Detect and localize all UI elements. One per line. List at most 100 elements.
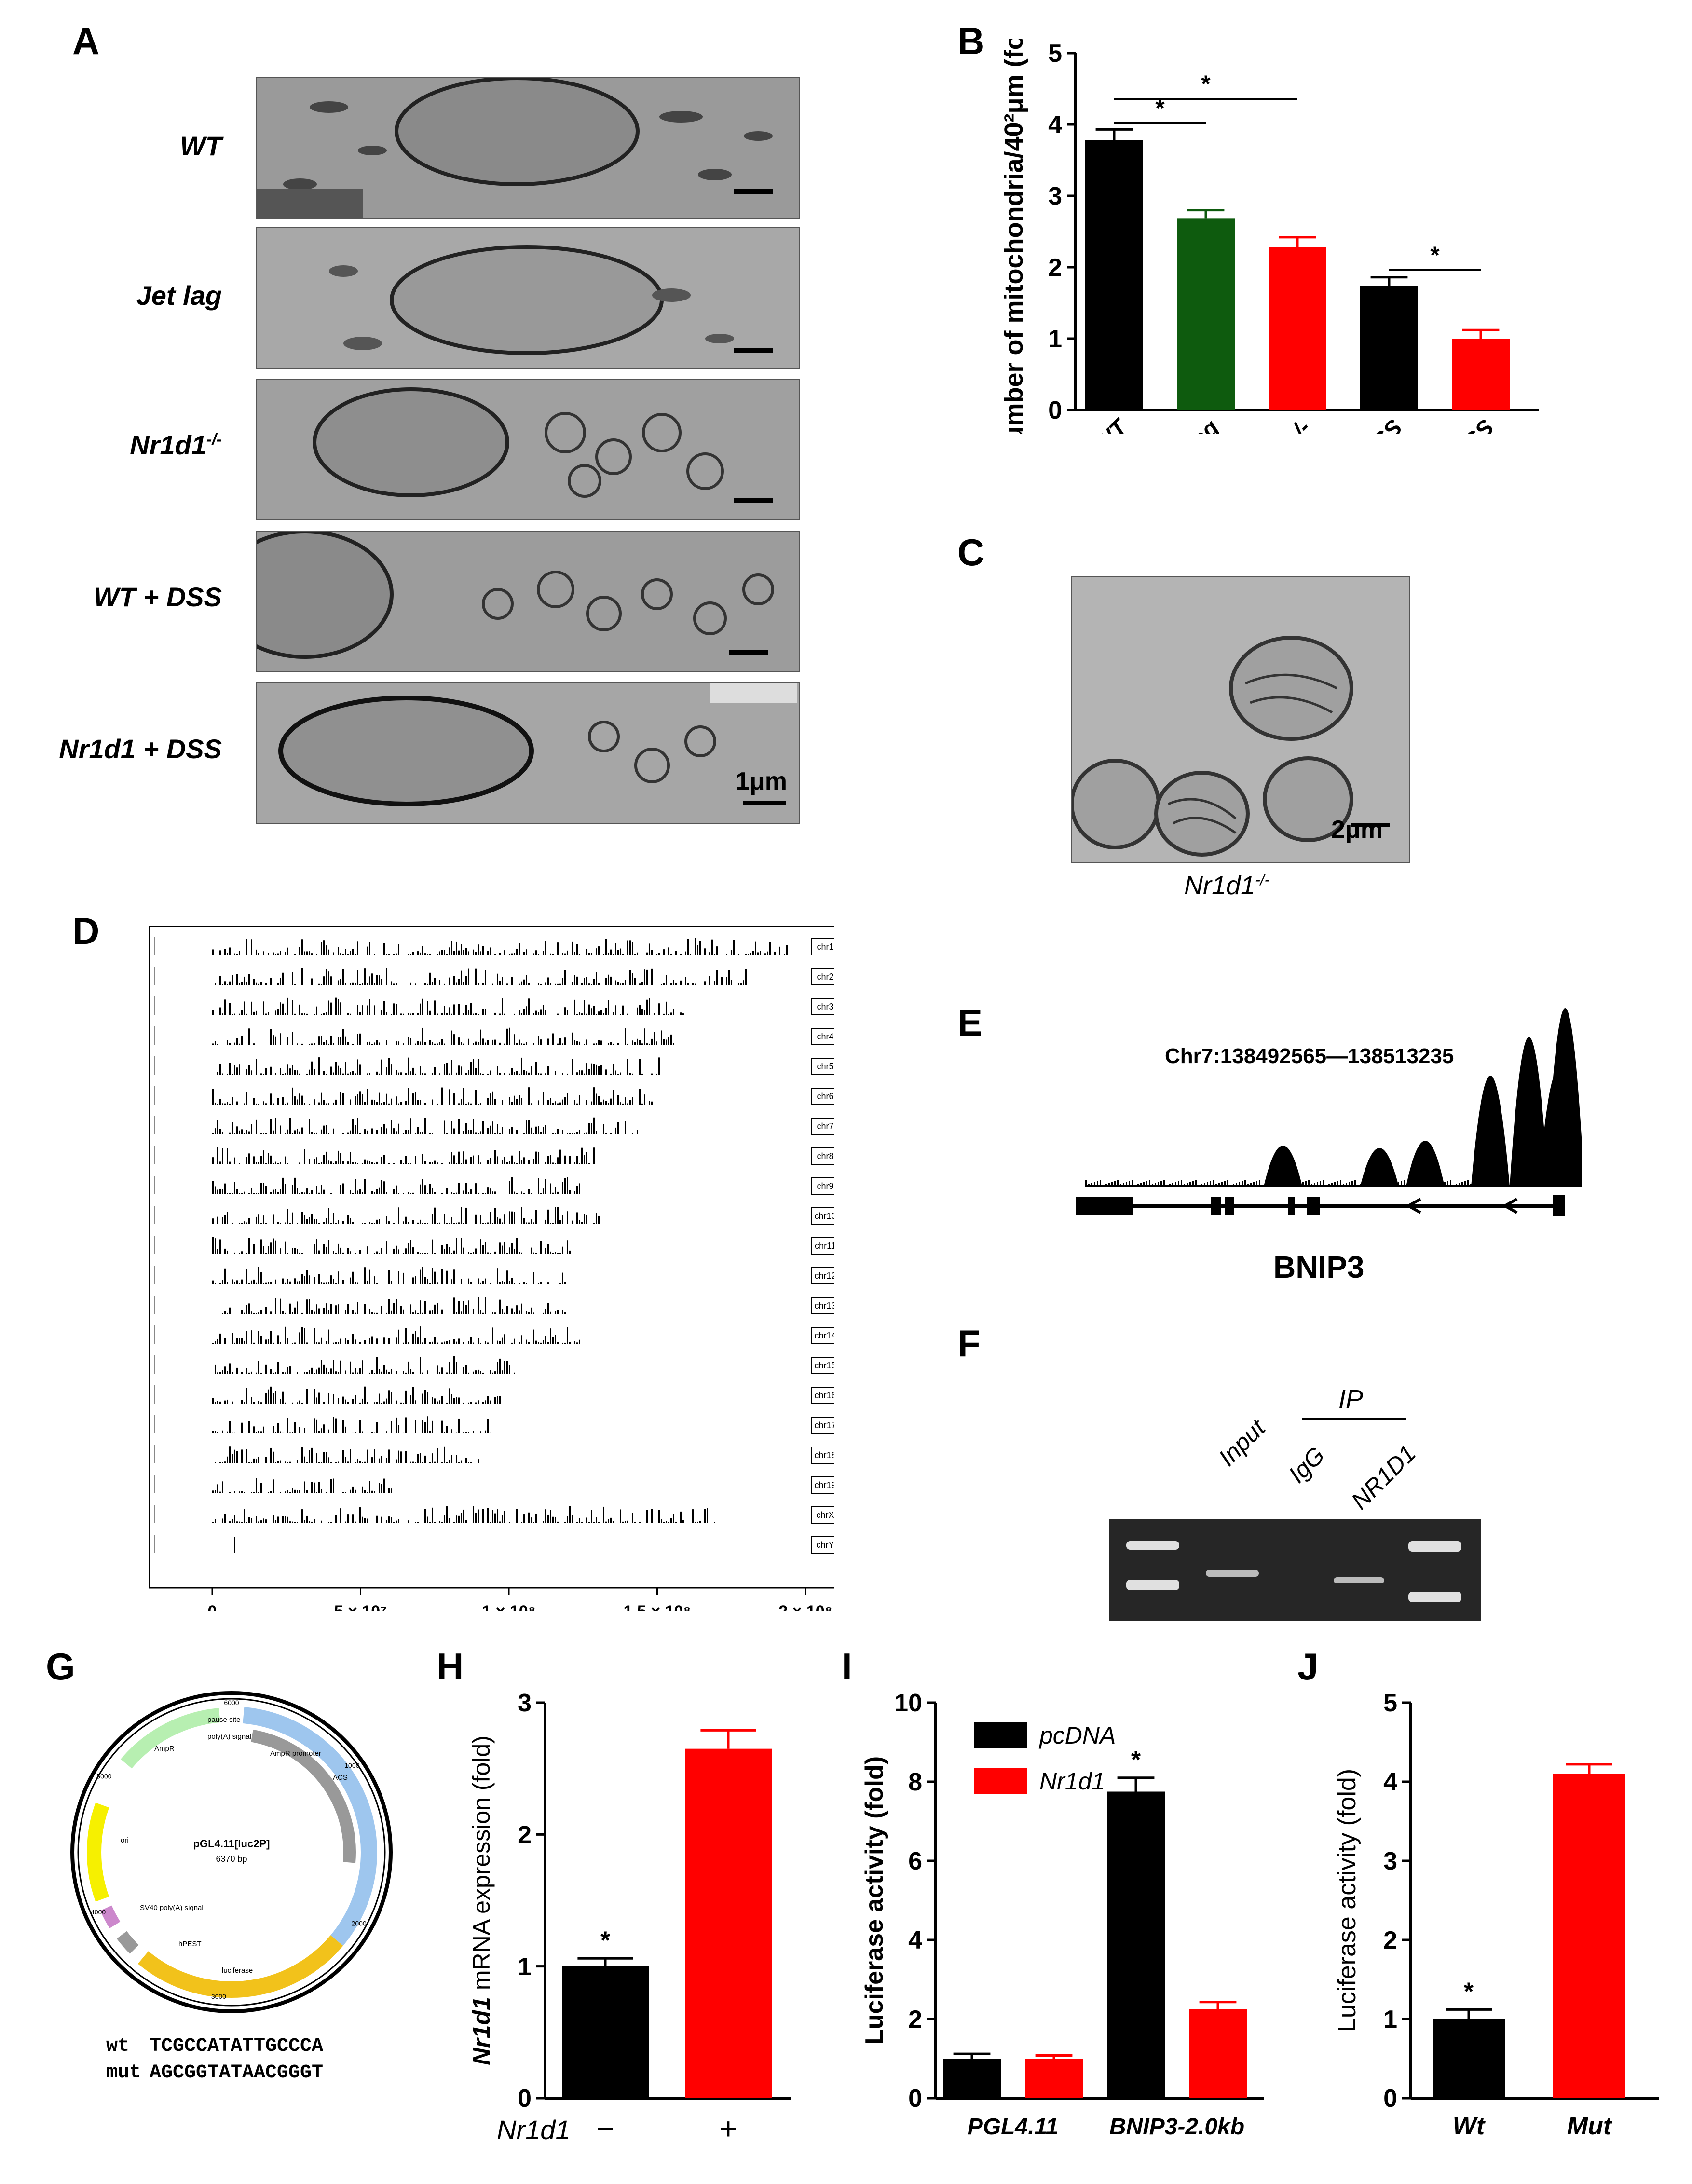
signal-bar [229,1363,231,1374]
signal-bar [224,1366,226,1374]
signal-bar [292,1032,293,1045]
signal-bar [494,1133,496,1134]
signal-bar [499,1218,501,1224]
signal-bar [229,1307,231,1314]
signal-bar [559,1102,561,1105]
signal-bar [342,954,344,955]
signal-bar [610,1133,612,1134]
signal-bar [461,1513,462,1523]
signal-bar [282,1003,284,1015]
signal-bar [531,1193,532,1194]
signal-bar [369,942,370,955]
signal-bar [666,1039,667,1045]
signal-bar [434,1043,436,1045]
signal-bar [475,1248,477,1254]
signal-bar [449,977,450,985]
signal-bar [603,1013,604,1015]
signal-bar [398,944,399,955]
panel-g-mut-row: mut AGCGGTATAACGGGT [106,2062,324,2084]
signal-bar [728,970,730,985]
signal-bar [234,1065,235,1075]
signal-bar [355,1462,356,1463]
signal-bar [410,1240,411,1254]
signal-bar [357,1094,358,1105]
signal-bar [586,1039,587,1045]
signal-bar [552,954,554,955]
signal-bar [596,972,597,985]
signal-bar [352,1043,354,1045]
signal-bar [478,1155,479,1164]
significance-mark: * [1131,1746,1141,1774]
signal-bar [316,1419,317,1433]
signal-bar [526,1071,527,1075]
signal-bar [222,1132,223,1134]
signal-bar [540,1132,542,1134]
signal-bar [374,1372,375,1374]
feature-label: ACS [333,1774,348,1782]
signal-bar [581,1013,583,1015]
signal-bar [251,1311,252,1314]
signal-bar [328,1043,329,1045]
signal-bar [494,1150,496,1164]
signal-bar [335,1515,337,1523]
signal-bar [651,1038,653,1045]
signal-bar [405,1390,407,1404]
legend-label: pcDNA [1038,1722,1116,1749]
signal-bar [480,1215,481,1224]
signal-bar [605,1133,607,1134]
signal-bar [584,978,585,985]
signal-bar [458,1301,460,1314]
panel-c-label: C [957,531,985,573]
signal-bar [663,1013,665,1015]
signal-bar [514,1312,515,1314]
signal-bar [458,1065,460,1075]
signal-bar [531,1103,532,1105]
signal-bar [490,1158,491,1164]
background-signal [1169,1184,1171,1187]
signal-bar [311,1447,313,1463]
signal-bar [473,949,474,955]
signal-bar [222,1217,223,1224]
signal-bar [246,1368,247,1374]
feature-luciferase-arc [137,1935,343,1998]
signal-bar [328,1329,329,1344]
signal-bar [362,1398,363,1404]
signal-bar [494,954,496,955]
signal-bar [572,941,573,955]
signal-bar [244,1509,245,1523]
signal-bar [617,981,619,985]
signal-bar [661,1519,662,1523]
signal-bar [388,954,390,955]
signal-bar [376,1402,378,1404]
signal-bar [516,948,518,955]
signal-bar [552,1162,554,1164]
signal-bar [526,1339,527,1344]
signal-bar [215,1431,216,1433]
signal-bar [574,999,575,1015]
signal-bar [533,1159,534,1164]
signal-bar [731,950,732,955]
signal-bar [391,1310,392,1314]
signal-bar [557,1191,559,1194]
signal-bar [415,1420,416,1433]
signal-bar [451,1030,452,1045]
bar [943,2059,1001,2098]
panel-g-label: G [46,1645,75,1688]
signal-bar [420,1253,421,1254]
signal-bar [326,1125,327,1134]
background-signal [1476,1182,1477,1187]
signal-bar [301,1447,303,1463]
background-signal [1247,1184,1249,1187]
signal-bar [453,1398,455,1404]
background-signal [1531,1180,1532,1187]
signal-bar [632,1133,633,1134]
signal-bar [253,1156,255,1164]
signal-bar [239,951,240,955]
signal-bar [588,1068,590,1075]
signal-bar [275,1118,276,1134]
signal-bar [403,1221,404,1224]
signal-bar [555,1101,556,1105]
signal-bar [215,1283,216,1284]
em-image-wt [256,77,800,219]
signal-bar [422,1420,423,1433]
